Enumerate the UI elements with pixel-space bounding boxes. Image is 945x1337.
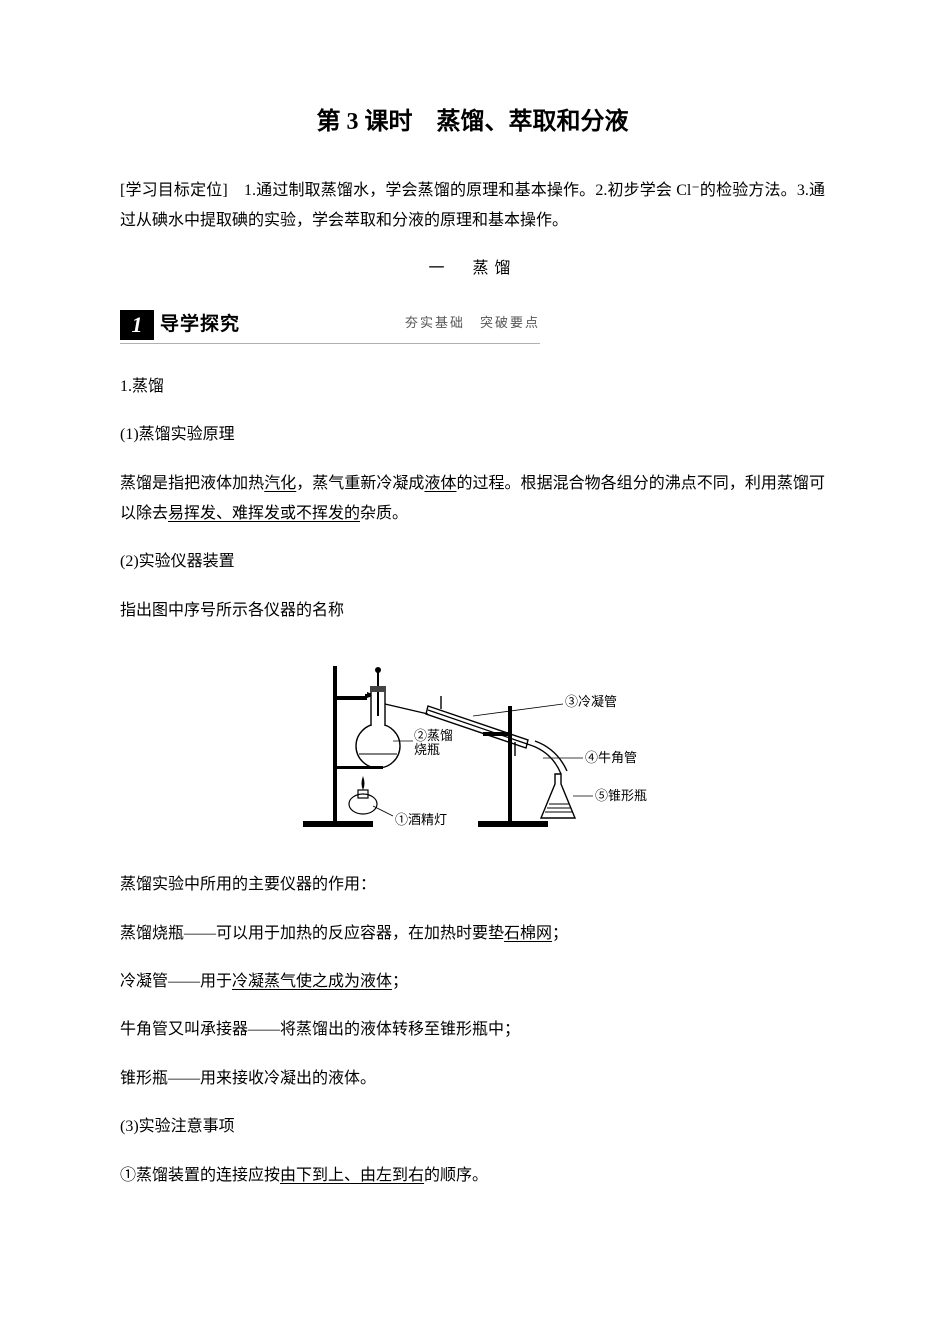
blank-condense: 冷凝蒸气使之成为液体: [232, 973, 392, 990]
principle-label: (1)蒸馏实验原理: [120, 420, 825, 450]
diagram-label-alcohol-lamp: ①酒精灯: [395, 812, 447, 827]
precaution-1: ①蒸馏装置的连接应按由下到上、由左到右的顺序。: [120, 1161, 825, 1191]
text-fragment: 蒸馏烧瓶——可以用于加热的反应容器，在加热时要垫: [120, 925, 504, 942]
text-fragment: ；: [392, 973, 408, 990]
text-fragment: ①蒸馏装置的连接应按: [120, 1167, 280, 1184]
diagram-label-distill-flask: ②蒸馏: [414, 728, 453, 743]
diagram-label-condenser: ③冷凝管: [565, 694, 617, 709]
blank-vaporize: 汽化: [264, 475, 296, 492]
diagram-label-conical-flask: ⑤锥形瓶: [595, 788, 647, 803]
blank-liquid: 液体: [424, 475, 456, 492]
text-fragment: ；: [552, 925, 568, 942]
distillation-diagram: ③冷凝管 ④牛角管 ⑤锥形瓶 ②蒸馏 烧瓶 ①酒精灯: [120, 646, 825, 846]
banner-number: 1: [120, 310, 154, 340]
role-distill-flask: 蒸馏烧瓶——可以用于加热的反应容器，在加热时要垫石棉网；: [120, 919, 825, 949]
blank-asbestos: 石棉网: [504, 925, 552, 942]
diagram-label-distill-flask-b: 烧瓶: [414, 742, 440, 757]
blank-volatile: 易挥发、难挥发或不挥发的: [168, 505, 360, 522]
apparatus-label: (2)实验仪器装置: [120, 547, 825, 577]
apparatus-svg: ③冷凝管 ④牛角管 ⑤锥形瓶 ②蒸馏 烧瓶 ①酒精灯: [283, 646, 663, 846]
text-fragment: 冷凝管——用于: [120, 973, 232, 990]
text-fragment: ，蒸气重新冷凝成: [296, 475, 424, 492]
text-fragment: 的顺序。: [424, 1167, 488, 1184]
banner-guide-inquiry: 1 导学探究 夯实基础 突破要点: [120, 307, 540, 344]
blank-order: 由下到上、由左到右: [280, 1167, 424, 1184]
banner-label: 导学探究: [160, 307, 300, 343]
diagram-label-adapter: ④牛角管: [585, 750, 637, 765]
role-condenser: 冷凝管——用于冷凝蒸气使之成为液体；: [120, 967, 825, 997]
role-conical-flask: 锥形瓶——用来接收冷凝出的液体。: [120, 1064, 825, 1094]
learning-objective: [学习目标定位] 1.通过制取蒸馏水，学会蒸馏的原理和基本操作。2.初步学会 C…: [120, 176, 825, 237]
role-adapter: 牛角管又叫承接器——将蒸馏出的液体转移至锥形瓶中；: [120, 1015, 825, 1045]
page-title: 第 3 课时 蒸馏、萃取和分液: [120, 100, 825, 146]
precautions-label: (3)实验注意事项: [120, 1112, 825, 1142]
heading-distillation: 1.蒸馏: [120, 372, 825, 402]
objective-label: [学习目标定位]: [120, 182, 228, 199]
text-fragment: 杂质。: [360, 505, 408, 522]
text-fragment: 蒸馏是指把液体加热: [120, 475, 264, 492]
section-one-marker: 一 蒸馏: [120, 254, 825, 284]
principle-text: 蒸馏是指把液体加热汽化，蒸气重新冷凝成液体的过程。根据混合物各组分的沸点不同，利…: [120, 469, 825, 530]
apparatus-prompt: 指出图中序号所示各仪器的名称: [120, 596, 825, 626]
instrument-roles-intro: 蒸馏实验中所用的主要仪器的作用：: [120, 870, 825, 900]
banner-subtext: 夯实基础 突破要点: [405, 311, 540, 338]
